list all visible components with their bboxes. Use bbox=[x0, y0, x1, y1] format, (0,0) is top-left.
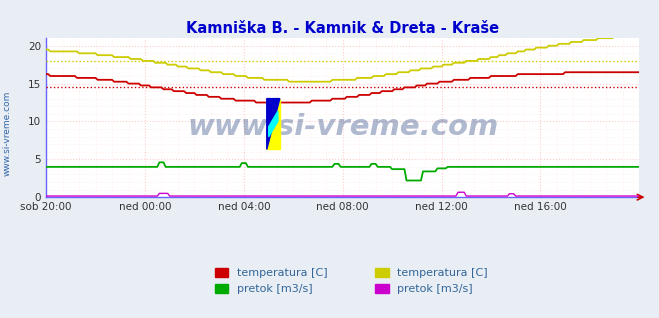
Polygon shape bbox=[267, 99, 280, 149]
Polygon shape bbox=[267, 99, 280, 149]
Text: www.si-vreme.com: www.si-vreme.com bbox=[187, 113, 498, 141]
Text: www.si-vreme.com: www.si-vreme.com bbox=[3, 91, 12, 176]
Title: Kamniška B. - Kamnik & Dreta - Kraše: Kamniška B. - Kamnik & Dreta - Kraše bbox=[186, 21, 500, 36]
Polygon shape bbox=[269, 111, 278, 137]
Legend: temperatura [C], pretok [m3/s]: temperatura [C], pretok [m3/s] bbox=[371, 263, 492, 299]
